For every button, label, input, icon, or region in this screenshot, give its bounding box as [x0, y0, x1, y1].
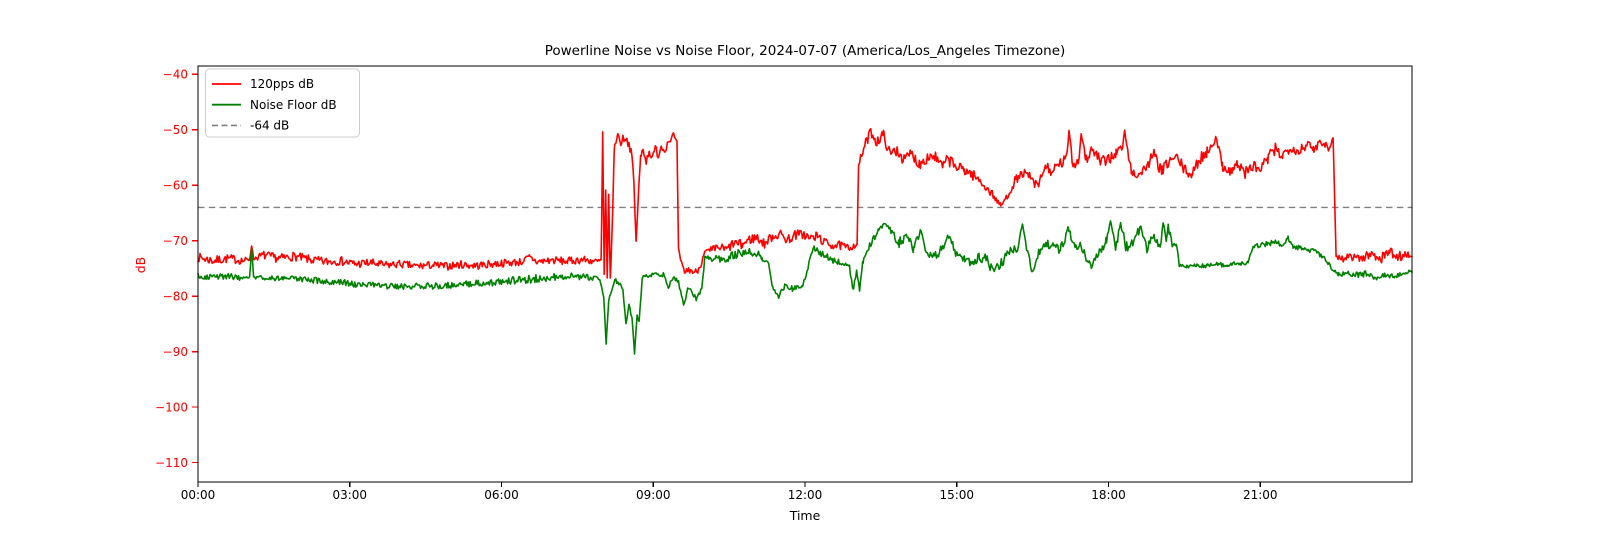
x-tick-label: 15:00	[939, 488, 974, 502]
legend: 120pps dB Noise Floor dB -64 dB	[205, 68, 360, 138]
x-axis-label: Time	[789, 508, 821, 523]
y-axis-label: dB	[133, 257, 148, 274]
series-line-120pps	[197, 128, 1413, 279]
legend-label-threshold: -64 dB	[250, 119, 289, 133]
y-tick-label: −110	[155, 456, 188, 470]
chart-title: Powerline Noise vs Noise Floor, 2024-07-…	[545, 43, 1066, 59]
y-tick-label: −40	[163, 68, 188, 82]
legend-label-120pps: 120pps dB	[250, 77, 314, 91]
legend-box	[205, 68, 360, 138]
series-line-noise-floor	[197, 220, 1413, 355]
x-tick-label: 00:00	[181, 488, 216, 502]
x-tick-label: 09:00	[636, 488, 671, 502]
y-tick-label: −50	[163, 123, 188, 137]
x-tick-label: 18:00	[1091, 488, 1126, 502]
y-tick-label: −80	[163, 289, 188, 303]
x-tick-label: 12:00	[788, 488, 823, 502]
y-tick-label: −90	[163, 345, 188, 359]
y-tick-label: −60	[163, 178, 188, 192]
y-tick-label: −100	[155, 400, 188, 414]
x-tick-label: 06:00	[484, 488, 519, 502]
y-tick-label: −70	[163, 234, 188, 248]
axes-frame	[197, 65, 1413, 483]
x-tick-label: 21:00	[1243, 488, 1278, 502]
plot-area: 00:00 03:00 06:00 09:00 12:00 15:00 18:00 21:00…	[155, 68, 1413, 502]
legend-label-noise-floor: Noise Floor dB	[250, 98, 337, 112]
x-tick-label: 03:00	[332, 488, 367, 502]
